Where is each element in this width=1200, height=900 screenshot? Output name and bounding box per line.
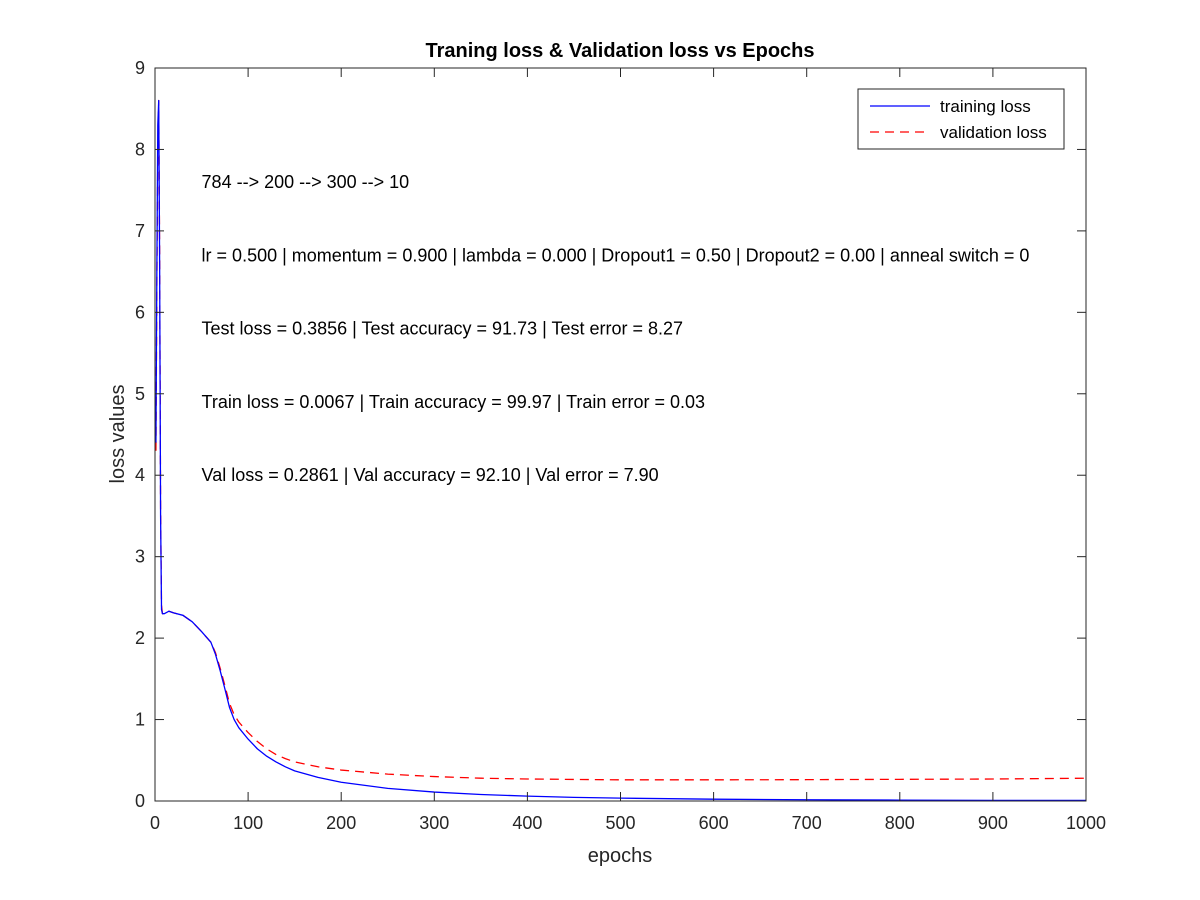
x-tick-label: 300 bbox=[419, 813, 449, 833]
x-tick-label: 800 bbox=[885, 813, 915, 833]
y-tick-label: 3 bbox=[135, 547, 145, 567]
y-tick-label: 2 bbox=[135, 628, 145, 648]
x-axis-label: epochs bbox=[588, 845, 653, 867]
legend-box bbox=[857, 88, 1065, 150]
legend-label-validation-loss: validation loss bbox=[940, 123, 1047, 142]
x-tick-label: 1000 bbox=[1066, 813, 1106, 833]
annotation-layer: 784 --> 200 --> 300 --> 10 lr = 0.500 | m… bbox=[202, 172, 1030, 485]
annotation-text: Val loss = 0.2861 | Val accuracy = 92.10… bbox=[202, 465, 659, 485]
x-tick-label: 600 bbox=[699, 813, 729, 833]
plot-area bbox=[155, 68, 1086, 801]
y-axis-label: loss values bbox=[107, 385, 129, 484]
legend: training loss validation loss bbox=[857, 88, 1065, 150]
series-layer bbox=[155, 99, 1087, 802]
annotation-text: Test loss = 0.3856 | Test accuracy = 91.… bbox=[202, 319, 683, 339]
x-tick-label: 500 bbox=[605, 813, 635, 833]
y-tick-label: 6 bbox=[135, 302, 145, 322]
series-line-training-loss bbox=[155, 99, 1087, 802]
x-tick-label: 100 bbox=[233, 813, 263, 833]
legend-label-training-loss: training loss bbox=[940, 97, 1031, 116]
annotation-text: lr = 0.500 | momentum = 0.900 | lambda =… bbox=[202, 245, 1030, 265]
y-tick-label: 9 bbox=[135, 58, 145, 78]
annotation-text: 784 --> 200 --> 300 --> 10 bbox=[202, 172, 410, 192]
y-tick-label: 8 bbox=[135, 139, 145, 159]
y-tick-label: 7 bbox=[135, 221, 145, 241]
y-tick-label: 1 bbox=[135, 710, 145, 730]
x-tick-label: 0 bbox=[150, 813, 160, 833]
x-tick-label: 200 bbox=[326, 813, 356, 833]
y-tick-label: 4 bbox=[135, 465, 145, 485]
ticks-layer: 0 100 200 300 400 500 600 700 800 900 1000 0 1 2 3 4 5 6 7… bbox=[135, 58, 1106, 833]
y-tick-label: 5 bbox=[135, 384, 145, 404]
x-tick-label: 700 bbox=[792, 813, 822, 833]
annotation-text: Train loss = 0.0067 | Train accuracy = 9… bbox=[202, 392, 705, 412]
y-tick-label: 0 bbox=[135, 791, 145, 811]
x-tick-label: 400 bbox=[512, 813, 542, 833]
x-tick-label: 900 bbox=[978, 813, 1008, 833]
chart-title: Traning loss & Validation loss vs Epochs bbox=[426, 40, 815, 62]
